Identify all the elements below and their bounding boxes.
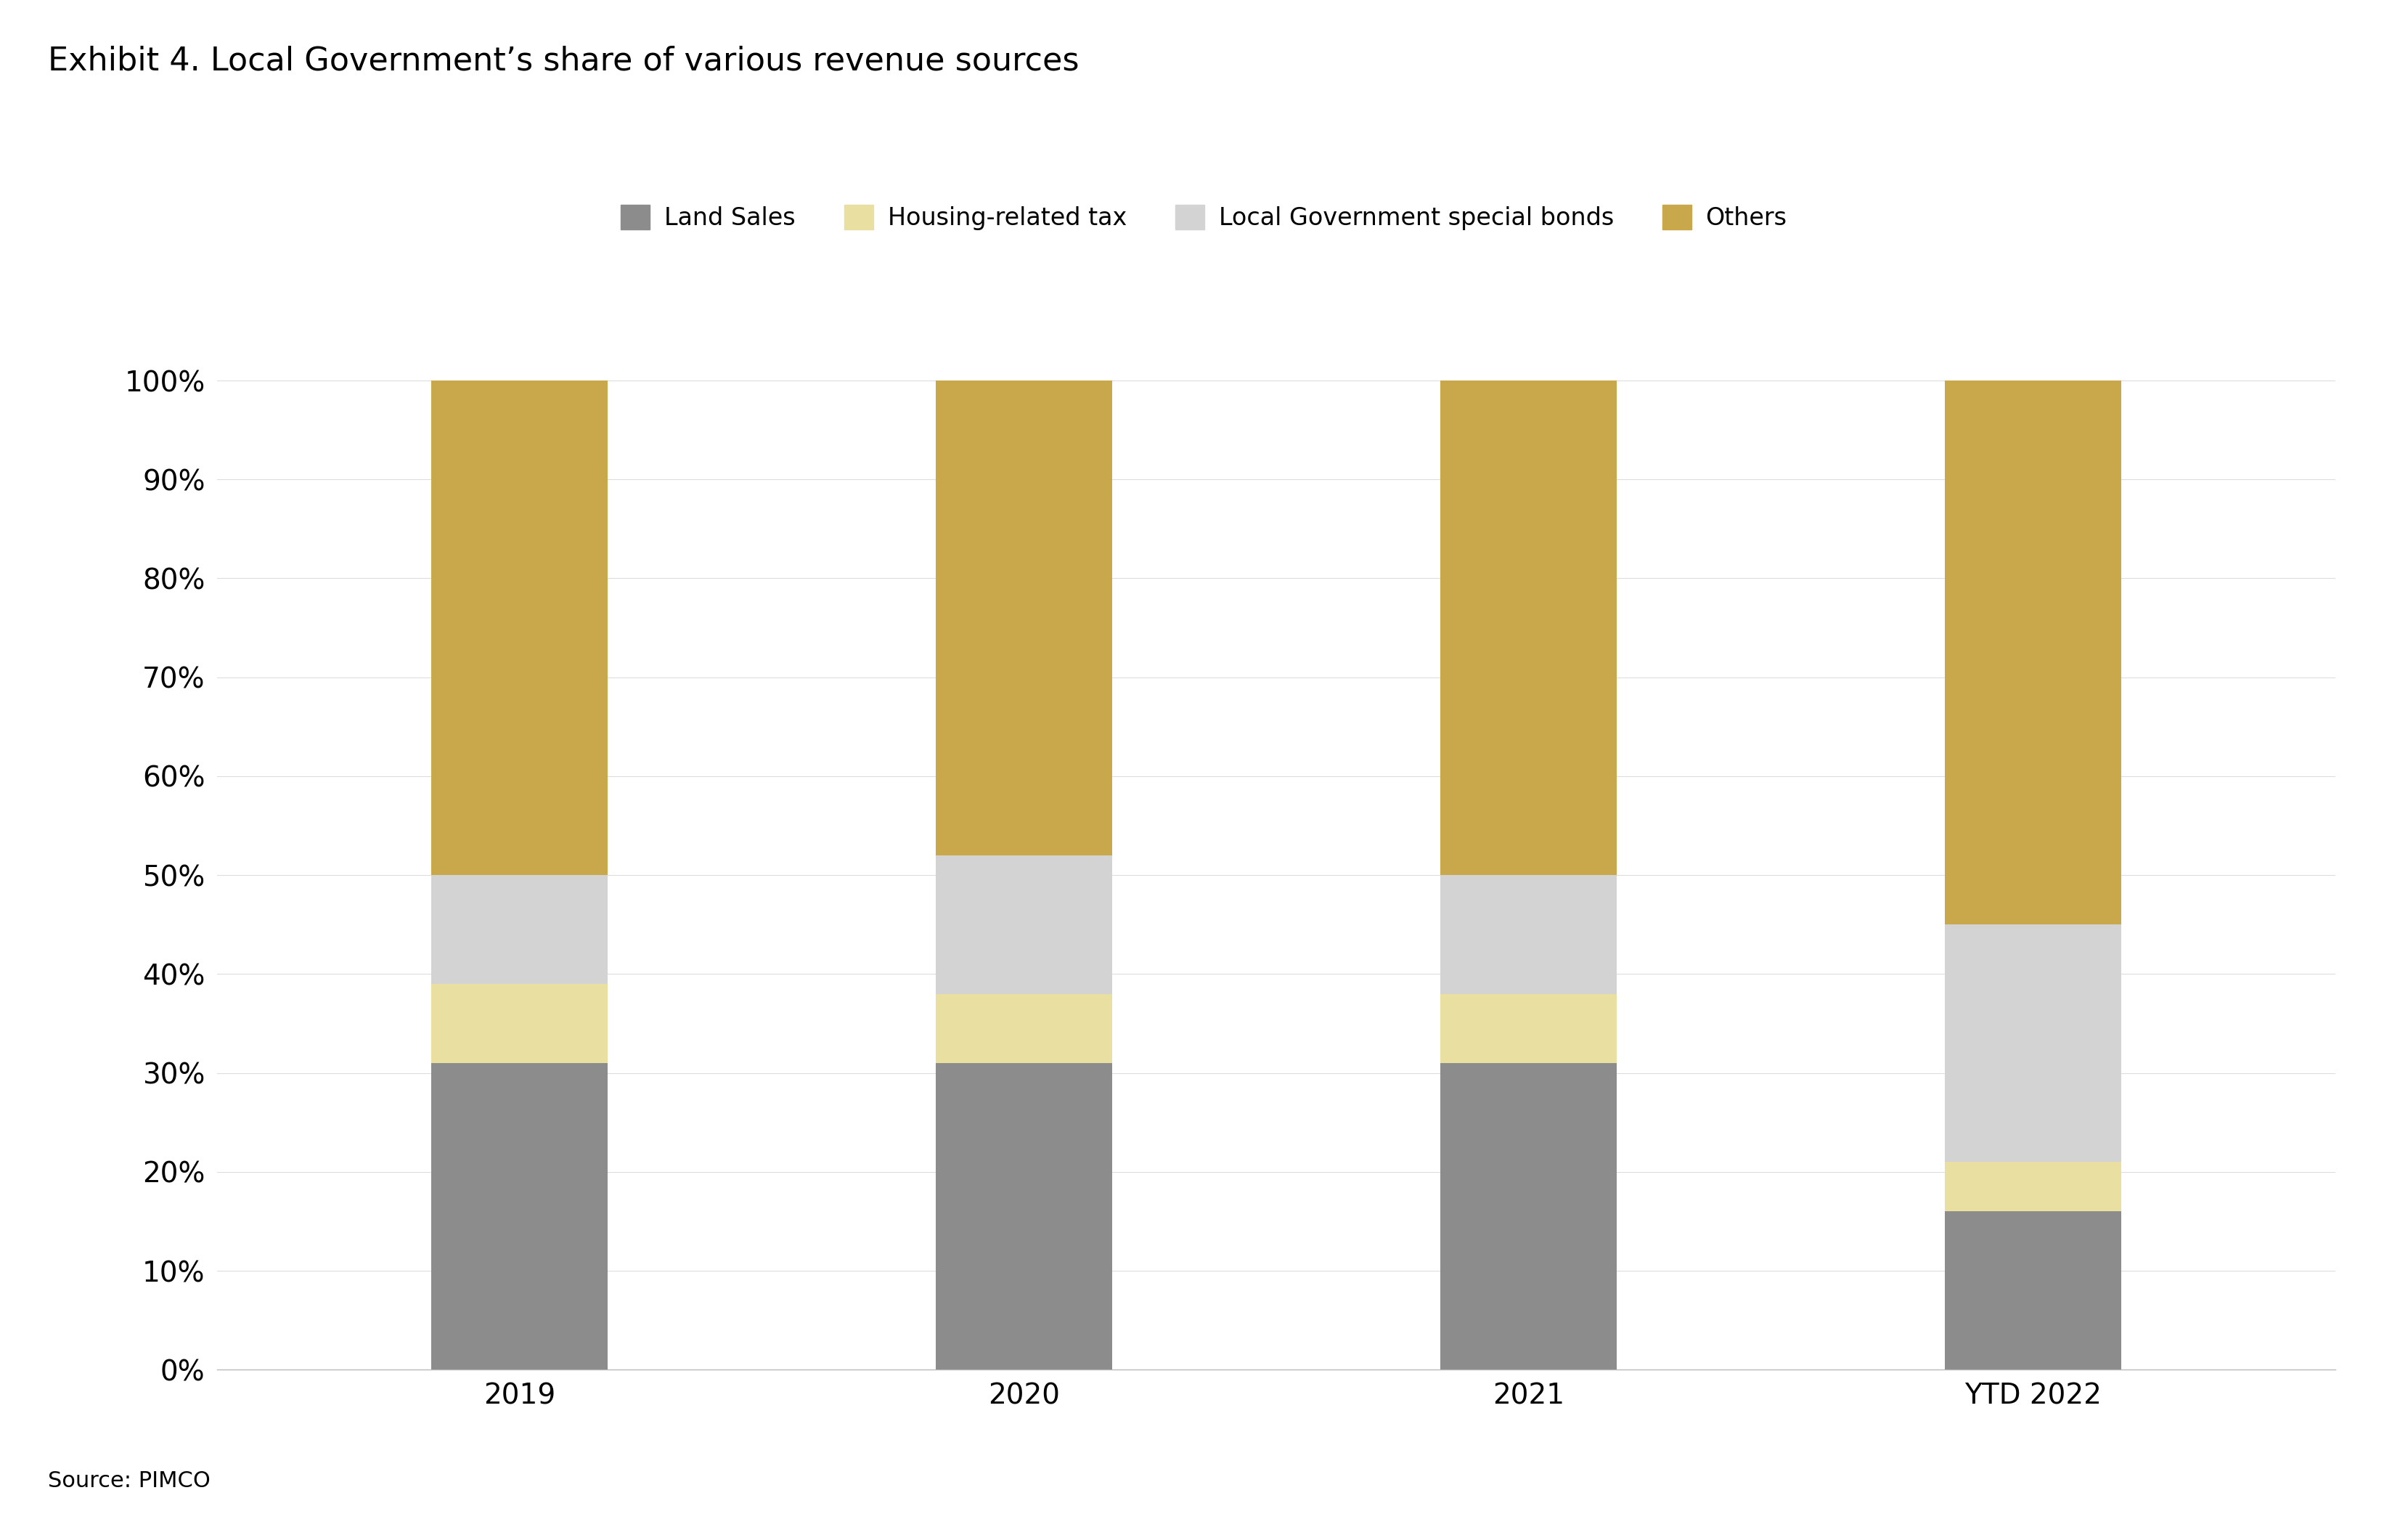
Bar [1440, 994, 1616, 1062]
Bar [431, 1062, 607, 1370]
Bar [1946, 1212, 2121, 1370]
Bar [1440, 875, 1616, 994]
Text: Source: PIMCO: Source: PIMCO [48, 1470, 209, 1492]
Text: Exhibit 4. Local Government’s share of various revenue sources: Exhibit 4. Local Government’s share of v… [48, 46, 1079, 78]
Bar [937, 994, 1112, 1062]
Bar [431, 380, 607, 875]
Bar [937, 1062, 1112, 1370]
Bar [937, 855, 1112, 994]
Bar [1440, 380, 1616, 875]
Bar [1946, 924, 2121, 1163]
Legend: Land Sales, Housing-related tax, Local Government special bonds, Others: Land Sales, Housing-related tax, Local G… [612, 195, 1796, 240]
Bar [1440, 1062, 1616, 1370]
Bar [1946, 380, 2121, 924]
Bar [431, 983, 607, 1062]
Bar [431, 875, 607, 985]
Bar [937, 380, 1112, 855]
Bar [1946, 1163, 2121, 1212]
